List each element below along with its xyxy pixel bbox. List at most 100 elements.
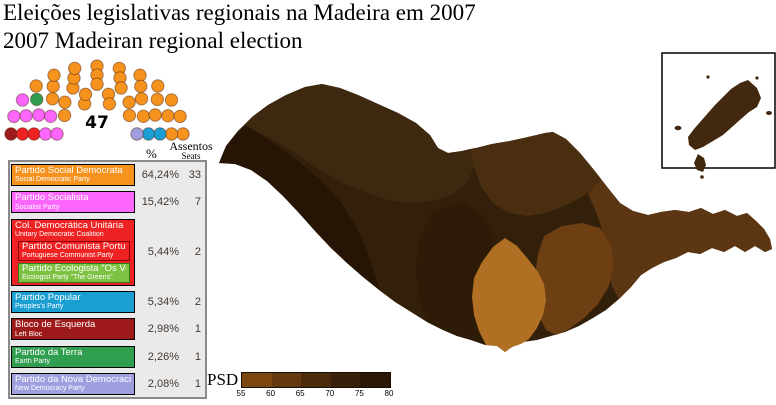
color-scale-ticks: 55 60 65 70 75 80 bbox=[237, 389, 394, 399]
map-region-north-center bbox=[470, 132, 601, 216]
vote-share: 5,34% bbox=[147, 296, 179, 309]
table-row-pnd: Partido da Nova Democracia New Democracy… bbox=[11, 372, 204, 395]
party-swatch-ps: Partido Socialista Socialist Party bbox=[11, 191, 135, 214]
results-table: Partido Social Democrata Social Democrat… bbox=[8, 160, 207, 399]
scale-tick-label: 70 bbox=[325, 389, 335, 398]
seat-dot bbox=[148, 108, 162, 122]
seat-count: 1 bbox=[194, 377, 201, 390]
seat-dot bbox=[173, 109, 187, 124]
page-title-portuguese: Eleições legislativas regionais na Madei… bbox=[3, 0, 476, 25]
table-row-psd: Partido Social Democrata Social Democrat… bbox=[11, 164, 204, 187]
scale-segment bbox=[301, 373, 331, 387]
seat-dot bbox=[68, 61, 82, 76]
party-name-pt: Partido da Terra bbox=[15, 347, 83, 358]
seat-count: 1 bbox=[194, 350, 201, 363]
party-name-en: Ecologist Party "The Greens" bbox=[22, 274, 113, 282]
seat-dot bbox=[151, 79, 165, 93]
seat-dot bbox=[19, 109, 33, 123]
scale-segment bbox=[330, 373, 361, 387]
column-header-percent: % bbox=[146, 146, 157, 161]
seat-dot bbox=[134, 92, 149, 106]
party-name-pt: Bloco de Esquerda bbox=[15, 320, 96, 331]
map-region-center-south bbox=[416, 202, 493, 345]
seat-dot bbox=[122, 108, 137, 123]
seat-dot bbox=[29, 79, 43, 93]
parliament-seat-diagram: 47 bbox=[4, 59, 190, 141]
vote-share: 64,24% bbox=[141, 169, 179, 182]
scale-tick-label: 75 bbox=[354, 389, 364, 398]
vote-share: 2,08% bbox=[147, 377, 179, 390]
member-swatch-pev: Partido Ecologista "Os Verdes" Ecologist… bbox=[18, 262, 130, 283]
party-name-en: Portuguese Communist Party bbox=[22, 252, 114, 260]
party-name-pt: Partido da Nova Democracia bbox=[15, 374, 131, 385]
seat-dot bbox=[43, 109, 58, 123]
party-name-en: Left Bloc bbox=[15, 330, 43, 338]
party-swatch-mpt: Partido da Terra Earth Party bbox=[11, 345, 135, 368]
coalition-name-pt: Col. Democrática Unitária bbox=[15, 220, 124, 231]
scale-tick-label: 65 bbox=[295, 389, 305, 398]
party-swatch-cdu: Col. Democrática Unitária Unitary Democr… bbox=[11, 218, 135, 286]
column-header-seats-pt: Assentos bbox=[169, 139, 213, 153]
seat-dot bbox=[45, 92, 60, 106]
page-title-english: 2007 Madeiran regional election bbox=[3, 28, 303, 53]
party-name-en: Peoples's Party bbox=[15, 303, 64, 311]
member-swatch-pcp: Partido Comunista Português Portuguese C… bbox=[18, 240, 130, 261]
seat-dot bbox=[47, 68, 61, 82]
seat-dot bbox=[90, 77, 104, 91]
scale-segment bbox=[360, 373, 390, 387]
seat-count: 2 bbox=[194, 296, 201, 309]
map-region-funchal-light bbox=[472, 238, 546, 352]
party-name-pt: Partido Ecologista "Os Verdes" bbox=[22, 263, 126, 274]
table-row-ps: Partido Socialista Socialist Party 15,42… bbox=[11, 191, 204, 214]
seat-dot bbox=[78, 87, 93, 101]
seat-dot bbox=[15, 93, 30, 107]
party-swatch-pnd: Partido da Nova Democracia New Democracy… bbox=[11, 372, 135, 395]
seat-dot bbox=[102, 97, 117, 111]
seat-count: 33 bbox=[188, 169, 201, 182]
color-scale-bar bbox=[241, 372, 391, 388]
party-name-en: New Democracy Party bbox=[15, 385, 85, 393]
inset-island-porto-santo bbox=[674, 75, 772, 179]
table-row-pp: Partido Popular Peoples's Party 5,34% 2 bbox=[11, 291, 204, 314]
scale-segment bbox=[242, 373, 272, 387]
seat-dot bbox=[30, 92, 44, 107]
column-header-seats: Assentos Seats bbox=[166, 140, 216, 161]
map-region-west bbox=[219, 125, 380, 290]
party-name-pt: Partido Popular bbox=[15, 293, 81, 304]
vote-share: 2,26% bbox=[147, 350, 179, 363]
scale-tick-label: 60 bbox=[266, 389, 276, 398]
seat-dot bbox=[134, 79, 148, 94]
party-name-en: Socialist Party bbox=[15, 203, 60, 211]
scale-segment bbox=[271, 373, 302, 387]
seat-count: 7 bbox=[194, 196, 201, 209]
scale-tick-label: 80 bbox=[384, 389, 394, 398]
vote-share: 15,42% bbox=[141, 196, 179, 209]
seat-dot bbox=[50, 127, 64, 141]
table-row-mpt: Partido da Terra Earth Party 2,26% 1 bbox=[11, 345, 204, 368]
party-name-pt: Partido Socialista bbox=[15, 193, 89, 204]
table-row-be: Bloco de Esquerda Left Bloc 2,98% 1 bbox=[11, 318, 204, 341]
map-region-southeast bbox=[535, 223, 614, 335]
party-name-pt: Partido Social Democrata bbox=[15, 166, 123, 176]
seat-count: 2 bbox=[194, 246, 201, 259]
party-swatch-psd: Partido Social Democrata Social Democrat… bbox=[11, 164, 135, 187]
coalition-name-en: Unitary Democratic Coalition bbox=[15, 230, 104, 238]
seat-count: 1 bbox=[194, 323, 201, 336]
vote-share: 2,98% bbox=[147, 323, 179, 336]
map-region-east-peninsula bbox=[588, 179, 772, 299]
party-swatch-pp: Partido Popular Peoples's Party bbox=[11, 291, 135, 314]
scale-label-psd: PSD bbox=[207, 370, 239, 389]
seat-dot bbox=[58, 95, 72, 109]
table-row-cdu: Col. Democrática Unitária Unitary Democr… bbox=[11, 218, 204, 286]
seat-dot bbox=[122, 95, 136, 109]
seat-dot bbox=[164, 93, 179, 107]
party-name-pt: Partido Comunista Português bbox=[22, 241, 126, 252]
party-name-en: Earth Party bbox=[15, 358, 51, 366]
map-region-north-coast bbox=[245, 84, 474, 203]
seat-dot bbox=[57, 108, 72, 123]
seat-dot bbox=[114, 81, 128, 95]
column-header-seats-en: Seats bbox=[181, 151, 201, 161]
seat-dot bbox=[150, 92, 165, 107]
